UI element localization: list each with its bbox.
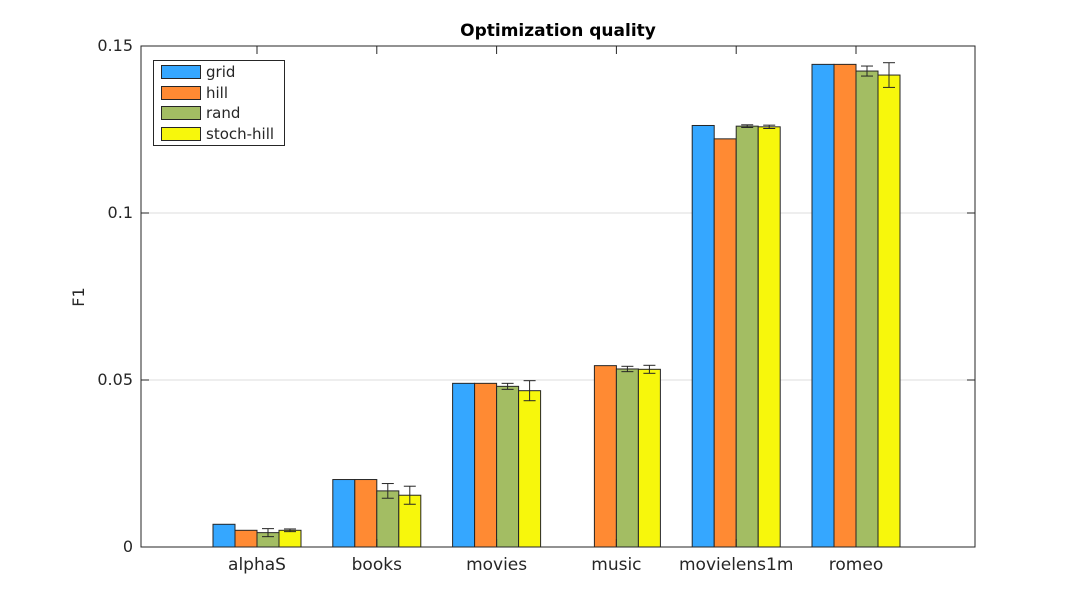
legend: grid hill rand stoch-hill bbox=[153, 60, 285, 146]
bar-rand-romeo bbox=[855, 70, 879, 548]
bar-rand-music bbox=[615, 368, 639, 548]
bar-rand-movielens1m bbox=[735, 125, 759, 548]
legend-item-stoch-hill: stoch-hill bbox=[154, 124, 284, 145]
error-bar-rand-romeo bbox=[861, 65, 873, 77]
legend-swatch-grid bbox=[161, 65, 201, 80]
bar-grid-movielens1m bbox=[691, 124, 715, 548]
bar-stoch-hill-movies bbox=[518, 390, 542, 548]
axes-box bbox=[140, 45, 976, 548]
error-bar-rand-music bbox=[621, 365, 634, 373]
bar-hill-movies bbox=[474, 382, 498, 548]
bar-grid-books bbox=[332, 479, 356, 548]
legend-label-rand: rand bbox=[206, 104, 241, 123]
error-bar-stoch-hill-movies bbox=[523, 380, 536, 402]
x-tick-label: romeo bbox=[829, 555, 883, 575]
legend-swatch-rand bbox=[161, 106, 201, 121]
bar-hill-books bbox=[354, 479, 378, 548]
legend-item-hill: hill bbox=[154, 83, 284, 104]
bar-grid-movies bbox=[452, 382, 476, 548]
bar-hill-romeo bbox=[833, 63, 857, 548]
legend-swatch-hill bbox=[161, 85, 201, 100]
bar-stoch-hill-romeo bbox=[877, 74, 901, 548]
x-tick-label: books bbox=[352, 555, 402, 575]
legend-item-grid: grid bbox=[154, 62, 284, 83]
y-tick-label: 0.05 bbox=[97, 370, 133, 389]
x-tick-label: music bbox=[591, 555, 641, 575]
x-tick-label: alphaS bbox=[228, 555, 286, 575]
x-tick-label: movies bbox=[466, 555, 527, 575]
bar-grid-alphaS bbox=[212, 523, 236, 548]
x-tick-label: movielens1m bbox=[679, 555, 793, 575]
legend-item-rand: rand bbox=[154, 103, 284, 124]
error-bar-rand-movies bbox=[501, 382, 514, 390]
legend-swatch-stoch-hill bbox=[161, 126, 201, 141]
error-bar-rand-alphaS bbox=[262, 528, 274, 538]
error-bar-stoch-hill-movielens1m bbox=[763, 124, 776, 129]
bar-stoch-hill-music bbox=[637, 368, 661, 548]
y-tick-label: 0 bbox=[123, 537, 133, 556]
chart-title: Optimization quality bbox=[460, 21, 656, 41]
error-bar-stoch-hill-alphaS bbox=[284, 528, 296, 533]
y-tick-label: 0.15 bbox=[97, 36, 133, 55]
legend-label-hill: hill bbox=[206, 83, 229, 102]
bar-rand-books bbox=[376, 490, 400, 548]
error-bar-rand-movielens1m bbox=[741, 124, 754, 128]
bar-stoch-hill-alphaS bbox=[278, 529, 302, 548]
error-bar-stoch-hill-romeo bbox=[883, 62, 895, 88]
error-bar-rand-books bbox=[381, 483, 394, 499]
bar-hill-alphaS bbox=[234, 529, 258, 548]
y-tick-label: 0.1 bbox=[108, 203, 133, 222]
legend-label-grid: grid bbox=[206, 63, 236, 82]
error-bar-stoch-hill-books bbox=[403, 485, 416, 505]
y-axis-label: F1 bbox=[69, 287, 88, 306]
legend-label-stoch-hill: stoch-hill bbox=[206, 124, 275, 143]
error-bar-stoch-hill-music bbox=[643, 364, 656, 374]
bar-hill-music bbox=[593, 365, 617, 548]
bar-hill-movielens1m bbox=[713, 138, 737, 548]
bar-stoch-hill-movielens1m bbox=[757, 126, 781, 548]
bar-rand-movies bbox=[496, 385, 520, 548]
bar-grid-romeo bbox=[811, 63, 835, 548]
